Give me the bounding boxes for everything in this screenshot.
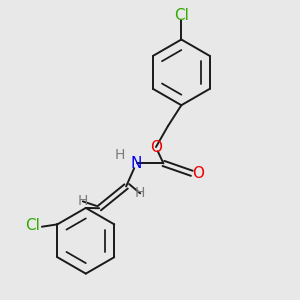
Text: O: O xyxy=(150,140,162,154)
Text: H: H xyxy=(135,186,145,200)
Text: O: O xyxy=(192,166,204,181)
Text: H: H xyxy=(115,148,125,162)
Text: Cl: Cl xyxy=(26,218,40,233)
Text: N: N xyxy=(131,156,142,171)
Text: H: H xyxy=(78,194,88,208)
Text: Cl: Cl xyxy=(174,8,189,22)
